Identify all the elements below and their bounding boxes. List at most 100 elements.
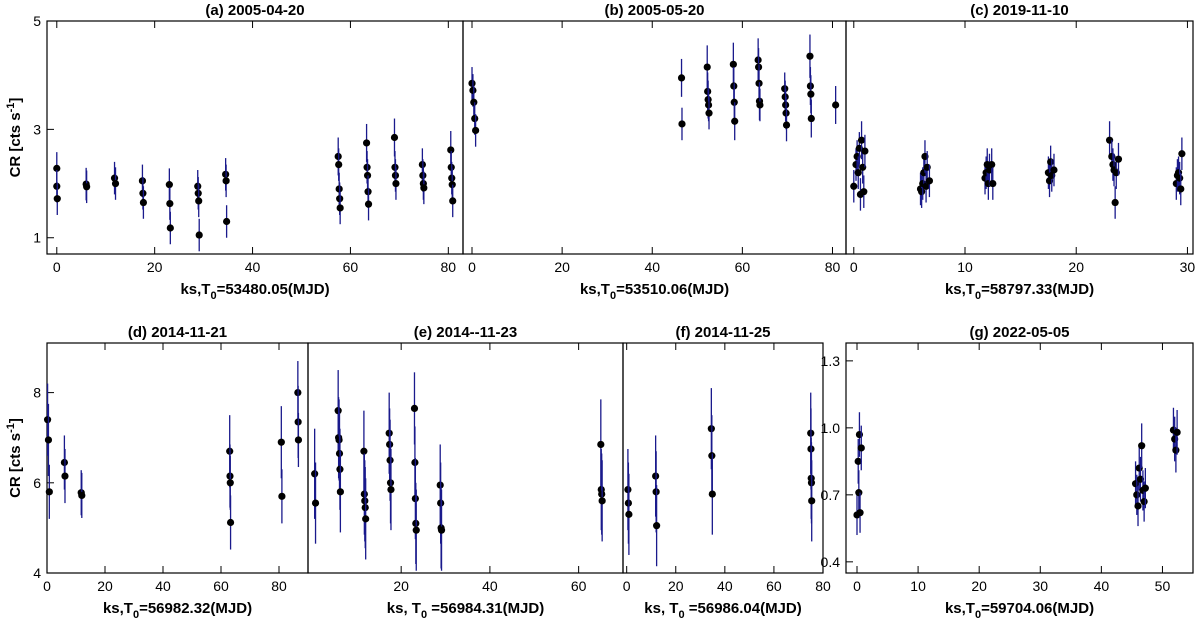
data-point — [420, 171, 428, 205]
plot-frame — [46, 20, 464, 255]
marker — [708, 490, 716, 498]
marker — [1050, 166, 1058, 174]
data-point — [861, 134, 869, 168]
marker — [43, 416, 52, 424]
plot-frame — [462, 20, 847, 255]
plot-frame — [307, 342, 624, 574]
x-tick-label: 40 — [245, 259, 261, 275]
marker — [222, 177, 230, 185]
y-tick-label: 8 — [33, 385, 41, 401]
y-tick-label: 6 — [33, 475, 41, 491]
marker — [223, 217, 231, 226]
marker — [861, 147, 869, 155]
data-point — [1050, 153, 1058, 187]
data-point — [387, 448, 395, 531]
panel-title: (b) 2005-05-20 — [604, 2, 704, 19]
marker — [139, 198, 148, 207]
marker — [653, 522, 661, 530]
x-tick-label: 20 — [1068, 259, 1084, 275]
panel-a: (a) 2005-04-20 0 20 40 60 80 1 3 5 ks,T0=53480.05… — [5, 2, 464, 302]
marker — [336, 204, 344, 212]
data-point — [1141, 468, 1149, 509]
marker — [807, 114, 815, 123]
marker — [1047, 158, 1055, 166]
marker — [311, 470, 319, 478]
data-point — [850, 170, 858, 203]
x-tick-label: 0 — [623, 578, 631, 594]
marker — [703, 63, 711, 71]
data-point — [390, 118, 399, 157]
x-axis-label: ks,T0=53510.06(MJD) — [580, 281, 729, 302]
marker — [278, 492, 286, 500]
marker — [705, 109, 713, 117]
marker — [364, 200, 373, 208]
x-tick-label: 20 — [97, 578, 113, 594]
panel-title: (f) 2014-11-25 — [675, 324, 770, 341]
marker — [1140, 497, 1148, 506]
x-axis-label: ks,T0=59704.06(MJD) — [945, 600, 1094, 621]
marker — [922, 182, 930, 190]
data-point — [756, 88, 764, 122]
x-axis-label: ks,T0=53480.05(MJD) — [180, 281, 329, 302]
data-point — [1138, 423, 1146, 469]
marker — [1138, 442, 1146, 450]
data-point — [61, 448, 69, 504]
panel-b: (b) 2005-05-20 0 20 40 60 80 ks,T0=53510.06(MJ… — [462, 2, 847, 302]
data-point — [336, 191, 344, 225]
marker — [598, 497, 606, 505]
plot-frame — [845, 342, 1194, 574]
x-tick-label: 20 — [147, 259, 163, 275]
marker — [1134, 502, 1142, 510]
marker — [807, 90, 815, 98]
marker — [677, 74, 686, 82]
data-point — [470, 86, 478, 119]
y-tick-label: 3 — [33, 121, 41, 137]
x-tick-label: 40 — [155, 578, 171, 594]
marker — [410, 404, 419, 412]
marker — [468, 79, 476, 87]
data-point — [437, 489, 446, 571]
data-point — [731, 102, 739, 141]
marker — [336, 488, 344, 496]
marker — [806, 52, 814, 60]
x-tick-label: 20 — [393, 578, 409, 594]
data-point — [53, 182, 61, 215]
y-tick-label: 0.4 — [821, 554, 841, 570]
panel-title: (d) 2014-11-21 — [128, 324, 227, 341]
marker — [110, 174, 119, 182]
marker — [449, 197, 457, 205]
data-point — [45, 464, 53, 519]
marker — [855, 430, 864, 439]
data-point — [922, 170, 930, 203]
marker — [854, 169, 862, 177]
x-tick-label: 10 — [910, 578, 926, 594]
x-tick-label: 30 — [1180, 259, 1196, 275]
marker — [294, 436, 303, 444]
x-tick-label: 30 — [1032, 578, 1048, 594]
data-point — [1109, 148, 1117, 181]
marker — [335, 160, 343, 169]
marker — [469, 86, 477, 94]
marker — [387, 485, 395, 494]
marker — [678, 120, 686, 128]
marker — [782, 121, 791, 129]
x-tick-label: 40 — [717, 578, 733, 594]
data-point — [449, 184, 457, 218]
marker — [1111, 198, 1119, 207]
marker — [44, 436, 53, 444]
x-axis-label: ks,T0=58797.33(MJD) — [945, 281, 1094, 302]
marker — [362, 139, 371, 147]
marker — [808, 497, 816, 505]
x-tick-label: 60 — [343, 259, 359, 275]
x-tick-label: 20 — [971, 578, 987, 594]
marker — [437, 526, 446, 534]
marker — [855, 489, 863, 497]
panel-c: (c) 2019-11-10 0 10 20 30 ks,T0=58797.33(MJD) — [845, 2, 1196, 302]
data-point — [855, 470, 863, 515]
data-point — [278, 469, 286, 524]
x-tick-label: 40 — [482, 578, 498, 594]
plot-frame — [46, 342, 309, 574]
x-tick-label: 80 — [825, 259, 841, 275]
marker — [360, 447, 368, 455]
marker — [165, 181, 173, 189]
